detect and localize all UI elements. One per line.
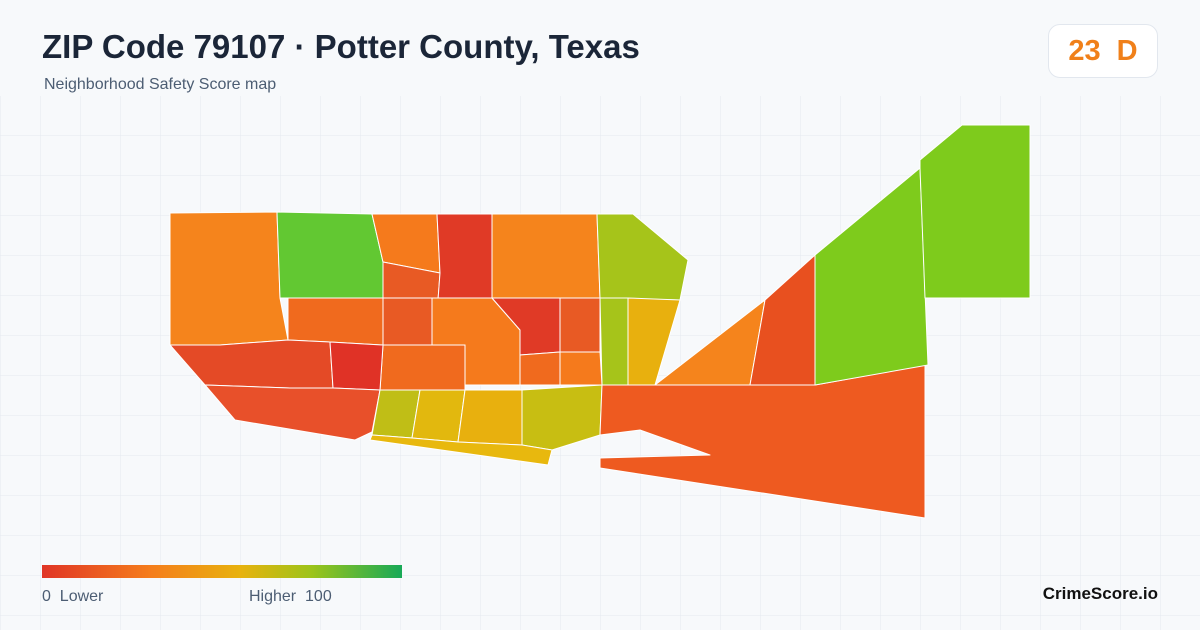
score-value: 23 (1068, 34, 1101, 67)
score-grade: D (1116, 34, 1138, 67)
title: ZIP Code 79107 · Potter County, Texas (42, 28, 640, 65)
legend-min-label: Lower (59, 588, 104, 605)
legend-gradient (42, 565, 402, 578)
legend-low: 0 Lower (42, 588, 103, 606)
score-badge: 23 D (1048, 24, 1158, 78)
brand: CrimeScore.io (1042, 584, 1158, 603)
legend-min: 0 (42, 588, 51, 605)
subtitle: Neighborhood Safety Score map (44, 76, 277, 93)
legend-max-label: Higher (249, 588, 297, 605)
legend-high: Higher 100 (249, 588, 332, 606)
zip-areas (169, 124, 1031, 519)
legend-max: 100 (305, 588, 332, 605)
